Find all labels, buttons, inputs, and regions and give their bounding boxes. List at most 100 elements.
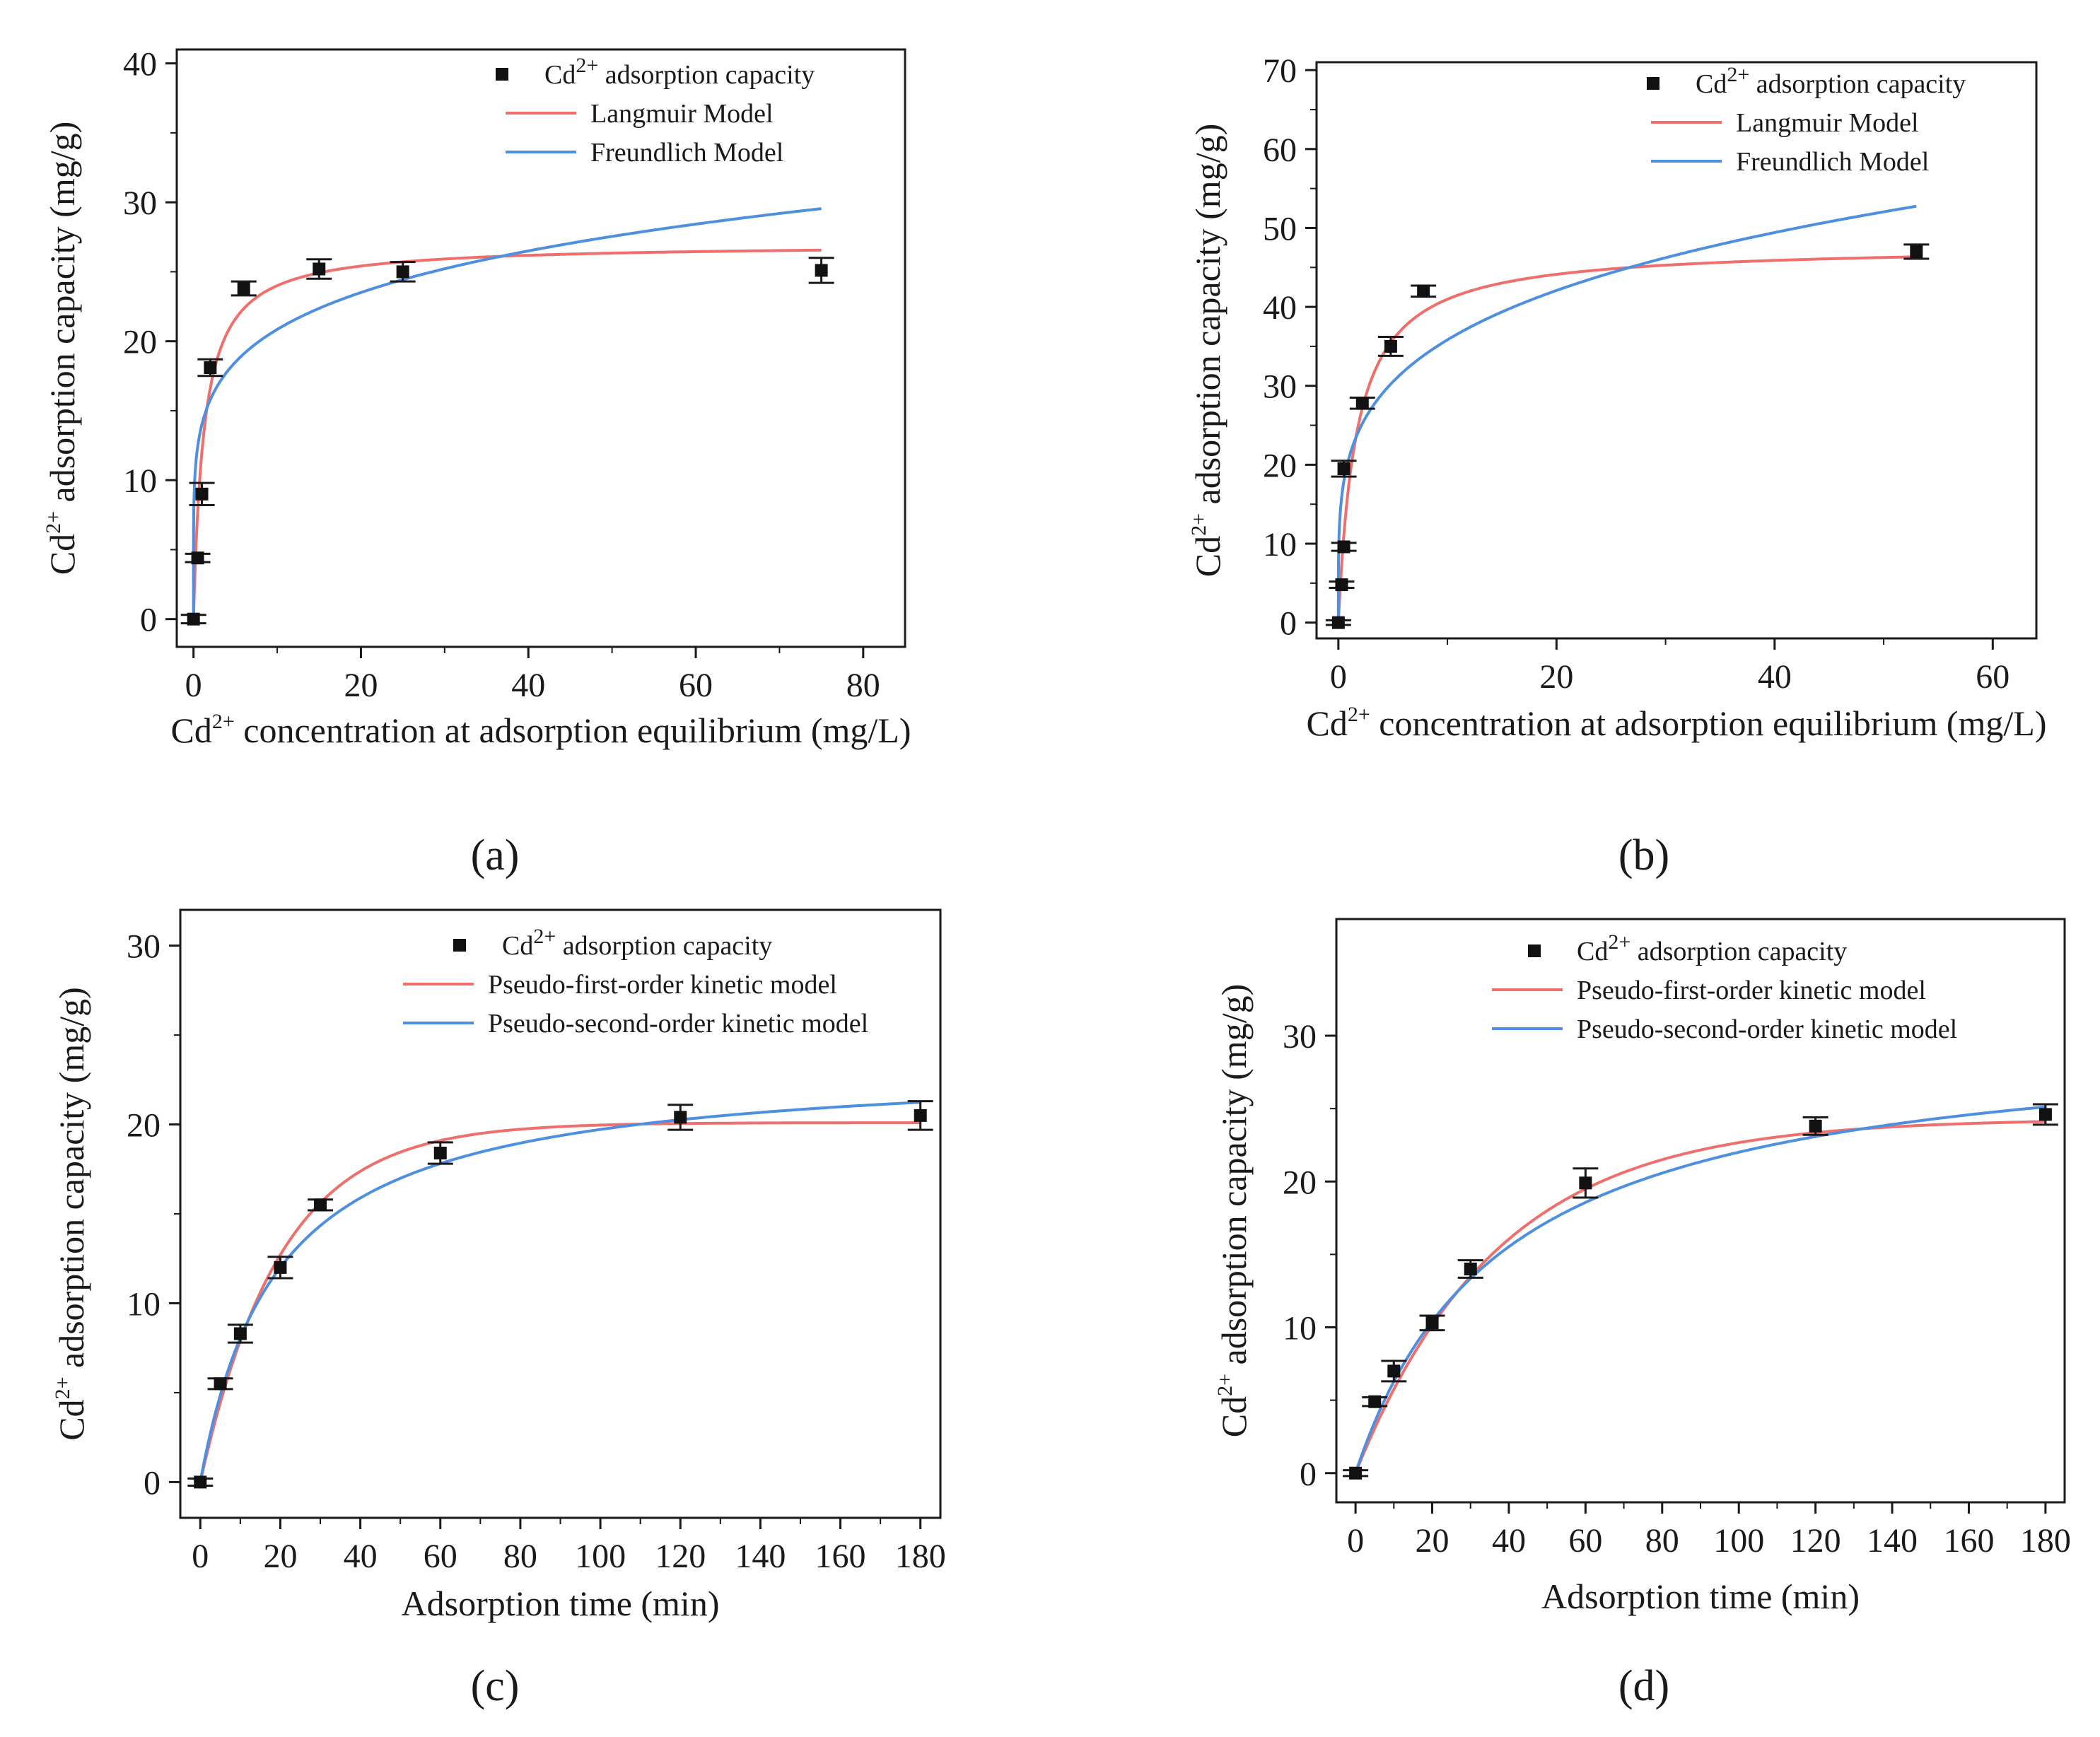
legend-label: Pseudo-second-order kinetic model [1577, 1014, 1957, 1044]
legend-marker [1528, 944, 1541, 957]
x-tick-label: 40 [1758, 658, 1792, 696]
point-marker [1387, 1364, 1401, 1378]
x-axis-title-main: Adsorption time (min) [402, 1584, 720, 1623]
y-axis-title-rest: adsorption capacity (mg/g) [1214, 984, 1254, 1374]
legend-label: Cd2+ adsorption capacity [1696, 63, 1966, 99]
data-point [1411, 284, 1437, 298]
data-point [808, 257, 834, 284]
data-point [1349, 396, 1375, 410]
legend-label-sup: 2+ [576, 54, 598, 77]
legend-marker [496, 68, 508, 81]
x-tick-label: 120 [1790, 1522, 1841, 1560]
x-axis-title-main: Adsorption time (min) [1541, 1577, 1860, 1616]
point-marker [1384, 339, 1397, 353]
x-tick-label: 100 [575, 1538, 626, 1575]
y-tick-label: 20 [123, 324, 157, 361]
y-axis-title: Cd2+ adsorption capacity (mg/g) [51, 987, 91, 1441]
x-tick-label: 160 [815, 1538, 866, 1575]
data-point [1329, 578, 1355, 592]
legend-label-sup: 2+ [1608, 930, 1631, 954]
y-axis-title-rest: adsorption capacity (mg/g) [42, 122, 82, 511]
point-marker [1809, 1119, 1822, 1133]
data-point [189, 481, 215, 507]
point-marker [237, 282, 250, 295]
point-marker [815, 264, 828, 277]
data-point [907, 1100, 933, 1131]
x-axis-title: Cd2+ concentration at adsorption equilib… [171, 710, 911, 750]
legend-label: Cd2+ adsorption capacity [1577, 930, 1847, 966]
point-marker [1337, 462, 1351, 475]
y-tick-label: 10 [1263, 526, 1297, 563]
y-tick-label: 30 [123, 185, 157, 222]
point-marker [313, 262, 326, 276]
legend-label-sup: 2+ [1727, 63, 1749, 86]
x-tick-label: 60 [424, 1538, 457, 1575]
x-tick-label: 80 [1645, 1522, 1679, 1560]
x-tick-label: 60 [1976, 658, 2009, 696]
fit-curve-freundlich-model [1336, 204, 1917, 623]
point-marker [233, 1327, 247, 1340]
y-tick-label: 10 [123, 462, 157, 500]
point-marker [914, 1109, 927, 1122]
x-tick-label: 20 [344, 667, 378, 704]
legend-label: Pseudo-first-order kinetic model [488, 970, 837, 1000]
y-tick-label: 20 [127, 1107, 161, 1145]
data-point [427, 1141, 453, 1165]
point-marker [396, 265, 409, 279]
y-axis-title: Cd2+ adsorption capacity (mg/g) [1187, 124, 1227, 578]
x-tick-label: 160 [1943, 1522, 1994, 1560]
fit-curve-freundlich-model [192, 207, 822, 619]
point-marker [314, 1198, 327, 1212]
legend: Cd2+ adsorption capacity Langmuir Model Fr… [496, 54, 815, 168]
y-tick-label: 20 [1263, 447, 1297, 484]
y-axis-title-main: Cd [1214, 1396, 1254, 1437]
x-tick-label: 40 [511, 667, 545, 704]
y-axis-title-rest: adsorption capacity (mg/g) [1188, 124, 1227, 513]
legend-label-main: Cd [502, 931, 533, 961]
x-tick-label: 40 [1492, 1522, 1526, 1560]
legend-label: Cd2+ adsorption capacity [544, 54, 815, 90]
x-tick-label: 0 [185, 667, 202, 704]
legend: Cd2+ adsorption capacity Langmuir Model Fr… [1647, 63, 1966, 177]
point-marker [1417, 284, 1430, 298]
x-tick-label: 60 [1568, 1522, 1602, 1560]
point-marker [194, 1475, 207, 1489]
legend-marker [453, 939, 466, 952]
y-tick-label: 0 [1280, 605, 1297, 643]
data-point [231, 280, 257, 297]
y-tick-label: 60 [1263, 131, 1297, 169]
x-tick-label: 20 [1416, 1522, 1449, 1560]
data-point [1903, 243, 1930, 260]
data-point [180, 612, 206, 626]
y-tick-label: 30 [127, 928, 161, 966]
x-tick-label: 80 [503, 1538, 537, 1575]
point-marker [1910, 245, 1923, 258]
x-axis-title: Cd2+ concentration at adsorption equilib… [1307, 703, 2047, 743]
point-marker [187, 612, 200, 626]
y-axis-title-sup: 2+ [51, 1376, 74, 1399]
legend-label: Langmuir Model [1736, 108, 1919, 138]
point-marker [1368, 1395, 1382, 1408]
y-tick-label: 0 [144, 1464, 161, 1502]
point-marker [195, 487, 209, 501]
legend-label-rest: adsorption capacity [556, 931, 772, 961]
fit-curve-pseudo-first-order-kinetic-model [1354, 1120, 2046, 1475]
y-axis-title-rest: adsorption capacity (mg/g) [52, 987, 91, 1376]
plot-frame [1335, 918, 2066, 1504]
y-tick-label: 10 [1283, 1310, 1317, 1347]
data-point [185, 551, 211, 565]
x-tick-label: 0 [1347, 1522, 1364, 1560]
x-axis-title-sup: 2+ [1348, 703, 1370, 726]
legend: Cd2+ adsorption capacity Pseudo-first-ord… [403, 925, 868, 1039]
data-point [1343, 1466, 1369, 1480]
data-point [1377, 336, 1404, 357]
legend-label-rest: adsorption capacity [598, 60, 815, 90]
x-axis-title-sup: 2+ [212, 710, 235, 733]
y-tick-label: 40 [1263, 289, 1297, 327]
data-point [187, 1475, 214, 1489]
point-marker [191, 551, 204, 565]
legend-marker [1647, 77, 1659, 90]
